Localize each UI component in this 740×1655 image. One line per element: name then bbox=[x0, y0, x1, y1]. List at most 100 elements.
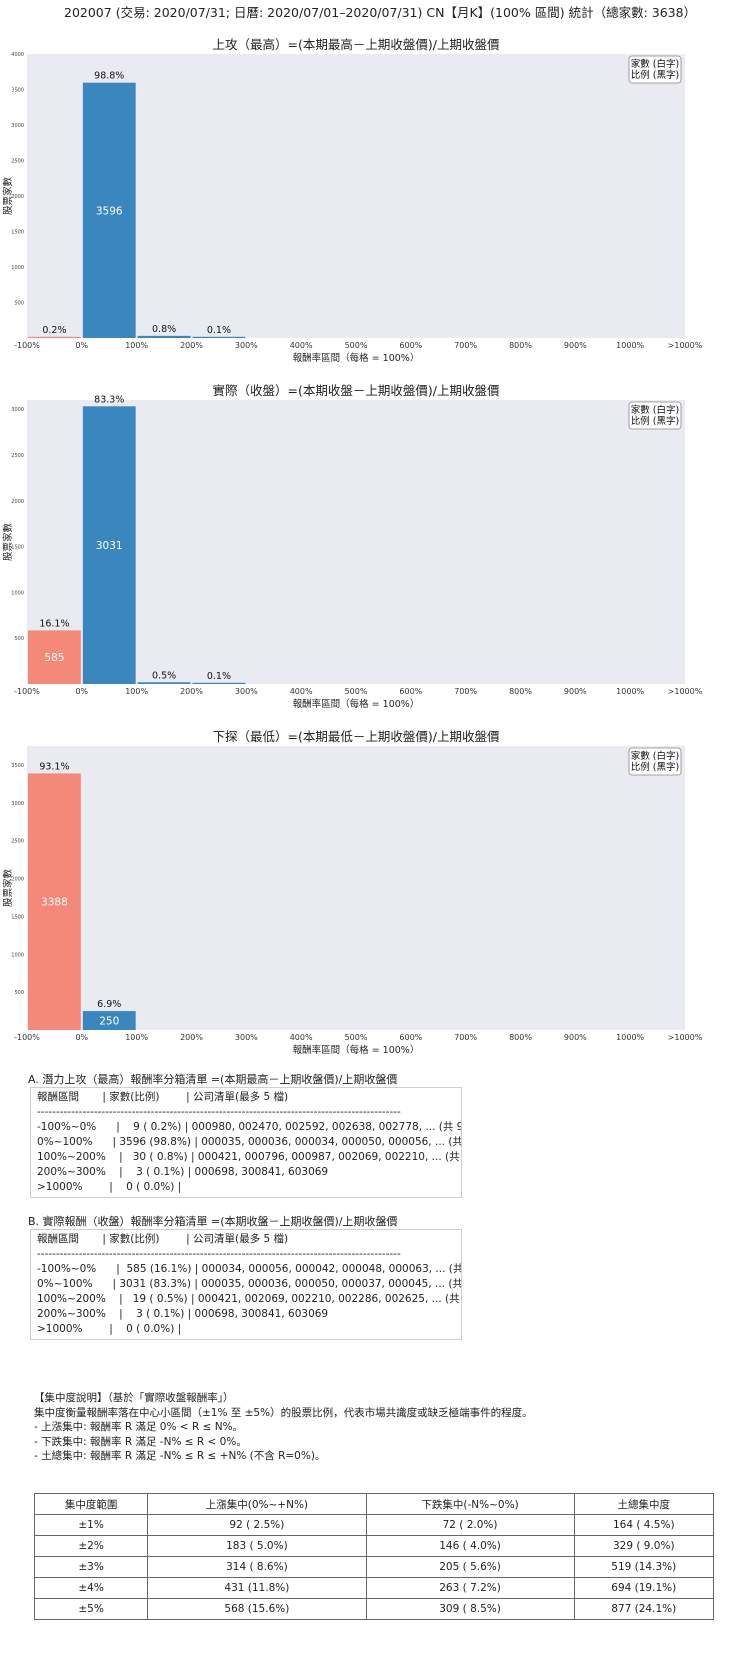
y-tick-label: 2500 bbox=[11, 453, 24, 459]
y-tick-label: 500 bbox=[14, 301, 24, 307]
table-row: ±2% 183 ( 5.0%) 146 ( 4.0%) 329 ( 9.0%) bbox=[33, 1535, 714, 1557]
bar-count-label: 585 bbox=[44, 652, 64, 664]
table-cell: ±1% bbox=[33, 1514, 149, 1536]
bar bbox=[82, 82, 136, 339]
list-item: -100%~0% | 585 (16.1%) | 000034, 000056,… bbox=[37, 1263, 462, 1275]
bar-pct-label: 0.8% bbox=[152, 324, 176, 335]
bar bbox=[82, 1011, 136, 1030]
y-tick-label: 1000 bbox=[11, 590, 24, 596]
chart-legend: 家數 (白字)比例 (黑字) bbox=[628, 747, 682, 776]
header-range: 集中度範圍 bbox=[33, 1493, 149, 1515]
table-cell: 568 (15.6%) bbox=[147, 1598, 367, 1620]
header-up: 上漲集中(0%~+N%) bbox=[147, 1493, 367, 1515]
y-axis-label: 股票家數 bbox=[2, 869, 14, 908]
x-tick-label: 200% bbox=[180, 687, 203, 696]
bar-pct-label: 0.1% bbox=[207, 671, 231, 682]
table-header-row: 集中度範圍 上漲集中(0%~+N%) 下跌集中(-N%~0%) 土總集中度 bbox=[33, 1493, 714, 1515]
chart-title: 實際（收盤）=(本期收盤－上期收盤價)/上期收盤價 bbox=[213, 383, 500, 398]
list-header: 報酬區間 | 家數(比例) | 公司清單(最多 5 檔) bbox=[37, 1233, 289, 1245]
x-tick-label: 900% bbox=[564, 687, 587, 696]
table-row: ±4% 431 (11.8%) 263 ( 7.2%) 694 (19.1%) bbox=[33, 1577, 714, 1599]
x-tick-label: 1000% bbox=[616, 687, 644, 696]
list-item: ----------------------------------------… bbox=[37, 1248, 401, 1260]
chart-low: 下探（最低）=(本期最低－上期收盤價)/上期收盤價 500 1000 1500 2000… bbox=[2, 729, 703, 1056]
x-tick-label: -100% bbox=[14, 687, 40, 696]
x-axis-label: 報酬率區間（每格 = 100%） bbox=[293, 1044, 420, 1056]
bar bbox=[192, 336, 246, 338]
x-tick-label: 300% bbox=[235, 687, 258, 696]
bar bbox=[28, 773, 81, 1030]
x-tick-label: 400% bbox=[290, 1033, 313, 1042]
y-tick-label: 3000 bbox=[11, 407, 24, 413]
bar-pct-label: 0.5% bbox=[152, 670, 176, 681]
concentration-notes: 【集中度說明】（基於「實際收盤報酬率」） 集中度衡量報酬率落在中心小區間（±1%… bbox=[34, 1391, 533, 1464]
list-item: >1000% | 0 ( 0.0%) | bbox=[37, 1323, 182, 1335]
chart-legend: 家數 (白字)比例 (黑字) bbox=[628, 55, 682, 84]
table-cell: 694 (19.1%) bbox=[573, 1577, 714, 1599]
bar bbox=[28, 336, 81, 338]
table-row: ±1% 92 ( 2.5%) 72 ( 2.0%) 164 ( 4.5%) bbox=[33, 1514, 714, 1536]
y-axis-label: 股票家數 bbox=[2, 523, 14, 562]
table-cell: 314 ( 8.6%) bbox=[147, 1556, 367, 1578]
chart-legend: 家數 (白字)比例 (黑字) bbox=[628, 401, 682, 430]
table-cell: 164 ( 4.5%) bbox=[573, 1514, 714, 1536]
list-item: -100%~0% | 9 ( 0.2%) | 000980, 002470, 0… bbox=[37, 1121, 462, 1133]
x-tick-label: 800% bbox=[509, 1033, 532, 1042]
notes-line: - 上漲集中: 報酬率 R 滿足 0% < R ≤ N%。 bbox=[34, 1421, 244, 1433]
y-tick-label: 3000 bbox=[11, 801, 24, 807]
table-cell: 431 (11.8%) bbox=[147, 1577, 367, 1599]
x-tick-label: 900% bbox=[564, 341, 587, 350]
y-tick-label: 1500 bbox=[11, 545, 24, 551]
legend-entry: 家數 (白字) bbox=[631, 404, 679, 416]
x-tick-label: >1000% bbox=[668, 687, 703, 696]
bar bbox=[28, 630, 81, 684]
list-item: 200%~300% | 3 ( 0.1%) | 000698, 300841, … bbox=[37, 1166, 329, 1178]
bar-pct-label: 83.3% bbox=[94, 394, 124, 405]
x-axis-label: 報酬率區間（每格 = 100%） bbox=[293, 698, 420, 710]
bar-pct-label: 93.1% bbox=[39, 761, 69, 772]
legend-entry: 比例 (黑字) bbox=[631, 69, 679, 81]
x-tick-label: 700% bbox=[454, 341, 477, 350]
x-tick-label: 0% bbox=[75, 341, 88, 350]
x-tick-label: 600% bbox=[399, 341, 422, 350]
bar-pct-label: 0.1% bbox=[207, 325, 231, 336]
x-tick-label: 600% bbox=[399, 687, 422, 696]
bar bbox=[82, 406, 136, 684]
bar-pct-label: 16.1% bbox=[39, 618, 69, 629]
list-item: 0%~100% | 3596 (98.8%) | 000035, 000036,… bbox=[37, 1136, 462, 1148]
bar-pct-label: 6.9% bbox=[97, 999, 121, 1010]
y-tick-label: 1000 bbox=[11, 952, 24, 958]
y-tick-label: 4000 bbox=[11, 52, 24, 58]
list-item: ----------------------------------------… bbox=[37, 1106, 401, 1118]
list-item: 100%~200% | 19 ( 0.5%) | 000421, 002069,… bbox=[37, 1293, 462, 1305]
table-cell: 519 (14.3%) bbox=[573, 1556, 714, 1578]
x-tick-label: 500% bbox=[345, 687, 368, 696]
list-a-title: A. 潛力上攻（最高）報酬率分箱清單 =(本期最高－上期收盤價)/上期收盤價 bbox=[28, 1073, 398, 1086]
x-tick-label: 300% bbox=[235, 1033, 258, 1042]
list-a-box: 報酬區間 | 家數(比例) | 公司清單(最多 5 檔) ------------… bbox=[30, 1087, 462, 1198]
y-tick-label: 2500 bbox=[11, 839, 24, 845]
x-tick-label: 600% bbox=[399, 1033, 422, 1042]
y-tick-label: 2000 bbox=[11, 194, 24, 200]
legend-entry: 比例 (黑字) bbox=[631, 761, 679, 773]
notes-line: - 土總集中: 報酬率 R 滿足 -N% ≤ R ≤ +N% (不含 R=0%)… bbox=[34, 1450, 326, 1462]
header-total: 土總集中度 bbox=[573, 1493, 714, 1515]
x-tick-label: 100% bbox=[125, 341, 148, 350]
notes-line: - 下跌集中: 報酬率 R 滿足 -N% ≤ R < 0%。 bbox=[34, 1435, 247, 1448]
x-tick-label: 300% bbox=[235, 341, 258, 350]
x-tick-label: 400% bbox=[290, 687, 313, 696]
x-tick-label: 400% bbox=[290, 341, 313, 350]
x-tick-label: 800% bbox=[509, 687, 532, 696]
bar-pct-label: 0.2% bbox=[42, 325, 66, 336]
x-tick-label: 500% bbox=[345, 341, 368, 350]
table-cell: ±5% bbox=[33, 1598, 149, 1620]
legend-entry: 家數 (白字) bbox=[631, 750, 679, 762]
table-cell: 263 ( 7.2%) bbox=[365, 1577, 575, 1599]
bar bbox=[137, 682, 191, 684]
table-row: ±3% 314 ( 8.6%) 205 ( 5.6%) 519 (14.3%) bbox=[33, 1556, 714, 1578]
list-item: >1000% | 0 ( 0.0%) | bbox=[37, 1181, 182, 1193]
y-tick-label: 2000 bbox=[11, 499, 24, 505]
x-tick-label: 700% bbox=[454, 687, 477, 696]
bar bbox=[192, 682, 246, 684]
x-tick-label: 100% bbox=[125, 1033, 148, 1042]
